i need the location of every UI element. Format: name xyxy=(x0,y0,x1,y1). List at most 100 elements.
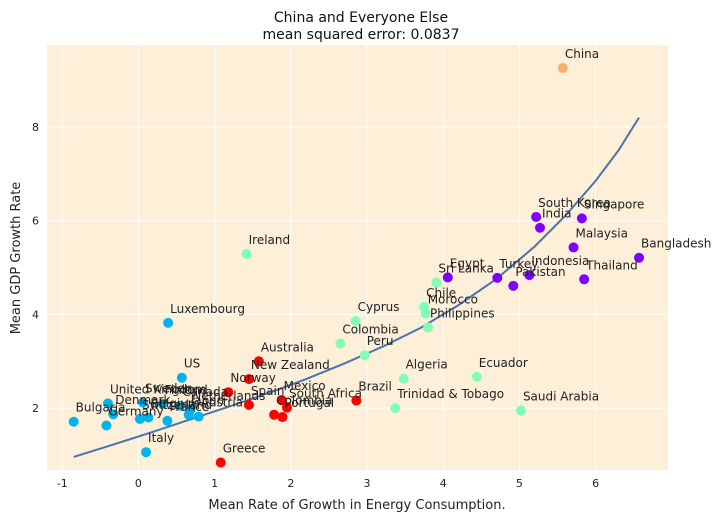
data-point xyxy=(359,350,370,361)
point-label: Philippines xyxy=(430,307,495,321)
x-tick-label: 1 xyxy=(211,477,218,490)
point-label: Cyprus xyxy=(358,300,400,314)
fit-line xyxy=(73,117,640,458)
data-point xyxy=(183,409,194,420)
point-label: Italy xyxy=(148,431,174,445)
chart-title: China and Everyone Else xyxy=(274,10,448,26)
point-label: Luxembourg xyxy=(170,302,245,316)
data-point xyxy=(162,415,173,426)
data-point xyxy=(576,213,587,224)
point-label: New Zealand xyxy=(251,358,330,372)
point-label: Germany xyxy=(108,404,163,418)
data-point xyxy=(253,356,264,367)
data-point xyxy=(143,412,154,423)
point-label: Canada xyxy=(182,385,228,399)
point-label: Australia xyxy=(261,340,314,354)
data-point xyxy=(492,272,503,283)
x-tick-label: 0 xyxy=(135,477,142,490)
point-label: Pakistan xyxy=(515,265,565,279)
grid-lines xyxy=(47,45,668,470)
point-label: Netherlands xyxy=(192,389,265,403)
point-label: Sri Lanka xyxy=(438,262,493,276)
data-point xyxy=(335,338,346,349)
data-point xyxy=(223,387,234,398)
data-point xyxy=(531,211,542,222)
point-label: Sweden xyxy=(145,382,192,396)
point-label: Greece xyxy=(223,442,266,456)
y-tick-label: 4 xyxy=(32,308,39,321)
point-label: Japan xyxy=(190,394,224,408)
data-point xyxy=(269,409,280,420)
data-point xyxy=(579,274,590,285)
point-label: Denmark xyxy=(115,393,170,407)
data-point xyxy=(101,420,112,431)
point-label: Finland xyxy=(165,383,208,397)
point-label: India xyxy=(542,207,571,221)
x-tick-label: 2 xyxy=(287,477,294,490)
point-label: Algeria xyxy=(406,358,448,372)
x-tick-label: 3 xyxy=(364,477,371,490)
x-tick-label: 5 xyxy=(516,477,523,490)
point-label: China xyxy=(565,47,599,61)
data-point xyxy=(276,395,287,406)
data-point xyxy=(524,270,535,281)
x-tick-label: 4 xyxy=(440,477,447,490)
point-label: Egypt xyxy=(450,256,485,270)
data-point xyxy=(568,242,579,253)
data-point xyxy=(431,277,442,288)
data-point xyxy=(108,409,119,420)
data-point xyxy=(68,416,79,427)
data-point xyxy=(351,395,362,406)
point-label: United Kingdom xyxy=(110,382,206,396)
data-point xyxy=(193,411,204,422)
point-label: Austria xyxy=(201,396,243,410)
point-label: Chile xyxy=(426,286,456,300)
x-tick-labels: -1 0 1 2 3 4 5 6 xyxy=(57,477,599,490)
data-point xyxy=(420,308,431,319)
data-points xyxy=(68,62,645,468)
point-label: Ireland xyxy=(249,233,291,247)
data-point xyxy=(163,317,174,328)
point-label: Bulgaria xyxy=(76,401,126,415)
point-label: France xyxy=(169,400,209,414)
data-point xyxy=(102,398,113,409)
point-label: Portugal xyxy=(284,396,334,410)
data-point xyxy=(241,248,252,259)
point-label: Ecuador xyxy=(479,356,528,370)
data-point xyxy=(398,373,409,384)
point-label: Indonesia xyxy=(531,254,589,268)
point-label: Peru xyxy=(367,334,394,348)
point-label: Singapore xyxy=(584,197,645,211)
point-label: Spain xyxy=(251,384,285,398)
chart-subtitle: mean squared error: 0.0837 xyxy=(263,27,460,43)
data-point xyxy=(176,372,187,383)
y-tick-label: 2 xyxy=(32,402,39,415)
data-point xyxy=(534,222,545,233)
data-point xyxy=(157,398,168,409)
point-label: Trinidad & Tobago xyxy=(396,387,504,401)
data-point xyxy=(277,412,288,423)
y-tick-label: 6 xyxy=(32,215,39,228)
point-label: Saudi Arabia xyxy=(523,389,599,403)
data-point xyxy=(141,447,152,458)
data-point xyxy=(471,371,482,382)
point-label: Malaysia xyxy=(576,226,628,240)
point-label: Brazil xyxy=(358,380,392,394)
point-label: Norway xyxy=(230,371,276,385)
point-label: Mexico xyxy=(284,379,326,393)
point-label: Switzerland xyxy=(142,398,212,412)
data-point xyxy=(134,413,145,424)
data-point xyxy=(350,315,361,326)
point-label: South Africa xyxy=(289,387,362,401)
data-point xyxy=(508,280,519,291)
y-tick-label: 8 xyxy=(32,121,39,134)
point-label: US xyxy=(184,357,200,371)
data-point xyxy=(175,400,186,411)
point-label: Belgium xyxy=(150,397,199,411)
data-point xyxy=(634,252,645,263)
point-label: Thailand xyxy=(585,258,638,272)
point-label: Turkey xyxy=(498,257,538,271)
data-point xyxy=(390,403,401,414)
data-point xyxy=(442,272,453,283)
